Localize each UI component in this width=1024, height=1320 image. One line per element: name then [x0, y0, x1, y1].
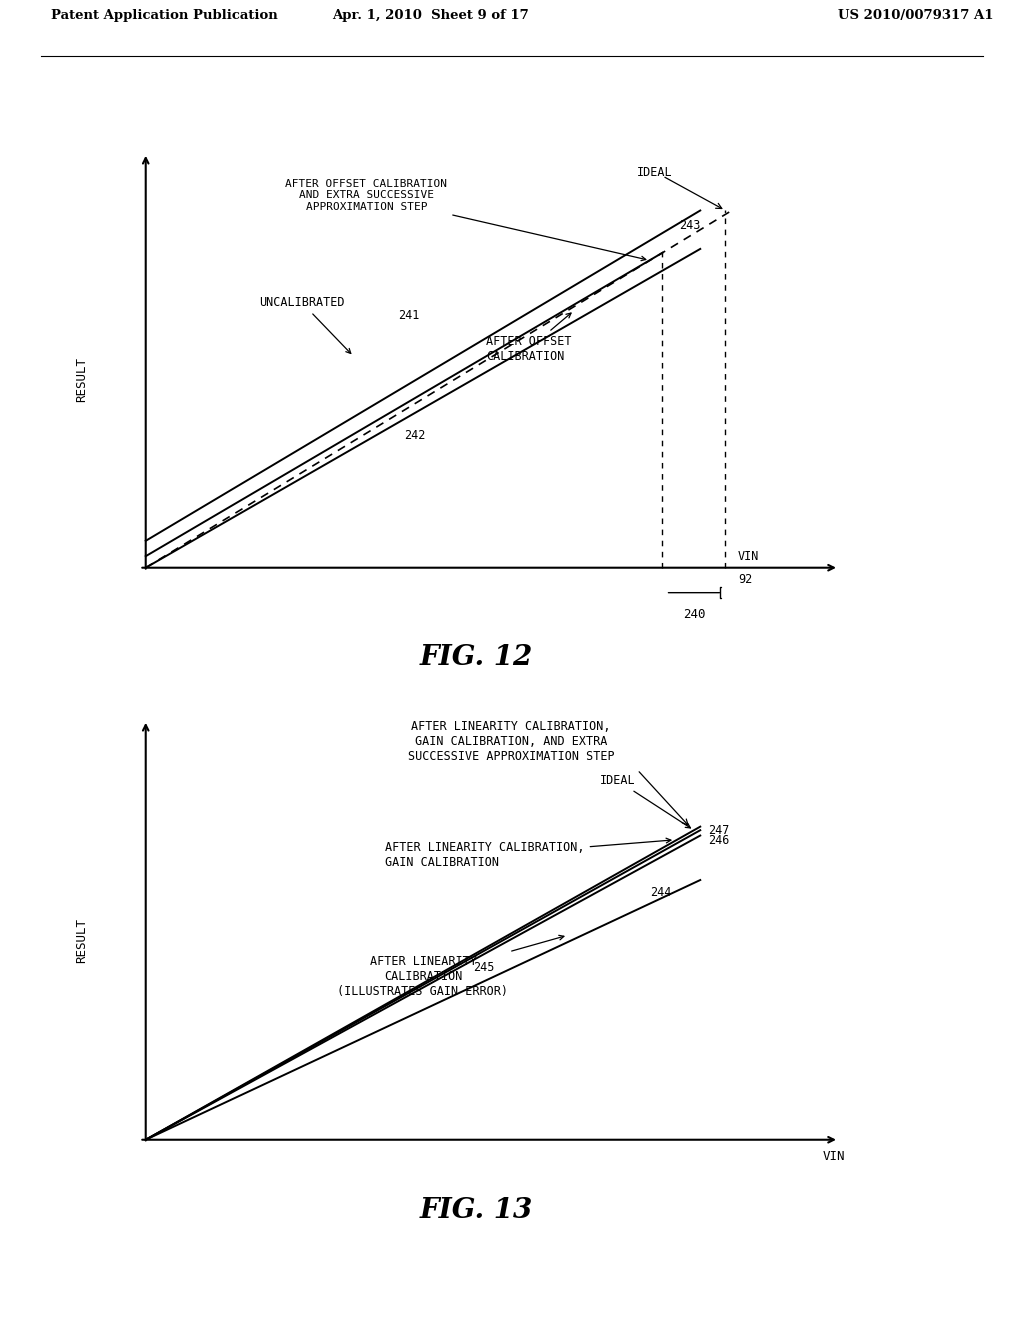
Text: AFTER OFFSET CALIBRATION
AND EXTRA SUCCESSIVE
APPROXIMATION STEP: AFTER OFFSET CALIBRATION AND EXTRA SUCCE… [286, 178, 646, 260]
Text: AFTER LINEARITY
CALIBRATION
(ILLUSTRATES GAIN ERROR): AFTER LINEARITY CALIBRATION (ILLUSTRATES… [338, 936, 564, 998]
Text: FIG. 12: FIG. 12 [420, 644, 532, 671]
Text: AFTER LINEARITY CALIBRATION,
GAIN CALIBRATION, AND EXTRA
SUCCESSIVE APPROXIMATIO: AFTER LINEARITY CALIBRATION, GAIN CALIBR… [408, 719, 614, 763]
Text: AFTER LINEARITY CALIBRATION,
GAIN CALIBRATION: AFTER LINEARITY CALIBRATION, GAIN CALIBR… [385, 838, 671, 869]
Text: RESULT: RESULT [75, 917, 88, 964]
Text: 245: 245 [473, 961, 495, 974]
Text: IDEAL: IDEAL [637, 165, 673, 178]
Text: 92: 92 [738, 573, 753, 586]
Text: US 2010/0079317 A1: US 2010/0079317 A1 [838, 9, 993, 22]
Text: RESULT: RESULT [75, 356, 88, 403]
Text: 242: 242 [404, 429, 425, 442]
Text: AFTER OFFSET
CALIBRATION: AFTER OFFSET CALIBRATION [486, 313, 571, 363]
Text: Apr. 1, 2010  Sheet 9 of 17: Apr. 1, 2010 Sheet 9 of 17 [332, 9, 528, 22]
Text: VIN: VIN [822, 1151, 845, 1163]
Text: 243: 243 [680, 219, 700, 232]
Text: Patent Application Publication: Patent Application Publication [51, 9, 278, 22]
Text: IDEAL: IDEAL [599, 774, 690, 828]
Text: 241: 241 [397, 309, 419, 322]
Text: 240: 240 [683, 609, 706, 620]
Text: VIN: VIN [738, 549, 760, 562]
Text: UNCALIBRATED: UNCALIBRATED [259, 296, 351, 354]
Text: FIG. 13: FIG. 13 [420, 1197, 532, 1224]
Text: 244: 244 [650, 886, 671, 899]
Text: 247: 247 [708, 824, 729, 837]
Text: 246: 246 [708, 834, 729, 847]
